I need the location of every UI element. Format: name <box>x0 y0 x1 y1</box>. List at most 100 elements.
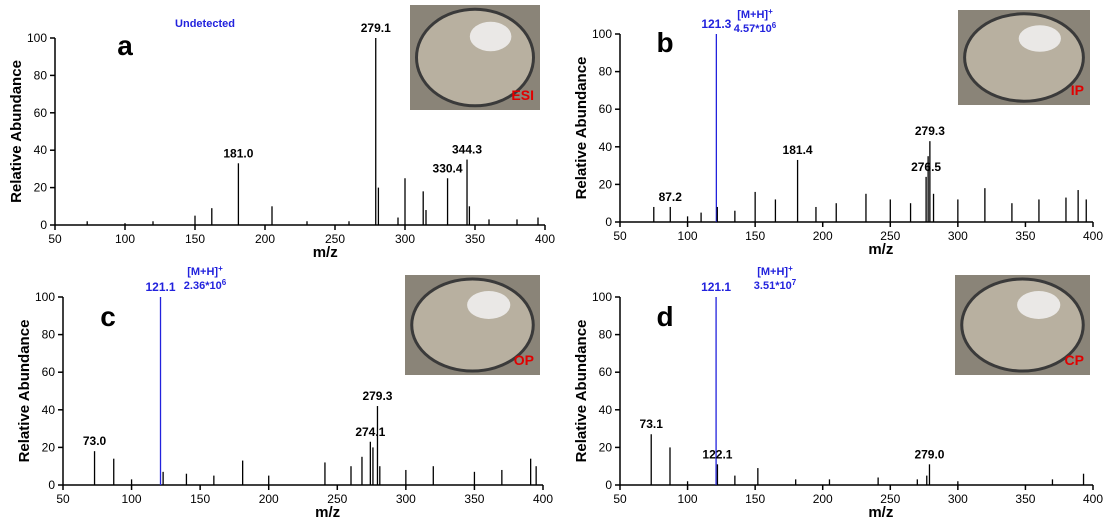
peak-label: 344.3 <box>452 143 482 157</box>
annotation-exponent: 6 <box>222 278 227 287</box>
x-tick-label: 100 <box>122 492 142 506</box>
y-tick-label: 0 <box>48 478 55 492</box>
inset-light <box>1018 25 1061 52</box>
y-tick-label: 0 <box>40 218 47 232</box>
panel: CP 0 20 40 60 80 100 50 100 150 200 250 300 350 400 m/z… <box>573 264 1103 521</box>
annotation-ion: [M+H] <box>757 266 788 278</box>
x-tick-label: 100 <box>678 229 698 243</box>
annotation: [M+H]+ <box>737 7 773 21</box>
x-tick-label: 150 <box>745 492 765 506</box>
x-tick-label: 400 <box>533 492 553 506</box>
y-tick-label: 100 <box>35 290 55 304</box>
x-tick-label: 350 <box>464 492 484 506</box>
y-axis-label: Relative Abundance <box>8 60 25 203</box>
inset-chamber <box>963 12 1085 103</box>
y-tick-label: 100 <box>592 290 612 304</box>
panel: ESI 0 20 40 60 80 100 50 100 150 200 250 300 350 400 m/… <box>8 5 555 261</box>
x-tick-label: 400 <box>535 232 555 246</box>
peak-label: 121.1 <box>145 280 175 294</box>
y-tick-label: 40 <box>34 143 48 157</box>
peak-label: 279.0 <box>914 447 944 461</box>
x-tick-label: 200 <box>255 232 275 246</box>
y-axis-label: Relative Abundance <box>573 320 590 463</box>
y-tick-label: 60 <box>599 102 613 116</box>
peak-label: 279.3 <box>362 389 392 403</box>
panel-letter: b <box>656 27 673 58</box>
y-axis-label: Relative Abundance <box>16 320 33 463</box>
annotation-intensity: 3.51*10 <box>754 280 792 292</box>
peak-label: 87.2 <box>659 190 683 204</box>
x-tick-label: 100 <box>678 492 698 506</box>
x-tick-label: 150 <box>185 232 205 246</box>
y-tick-label: 0 <box>605 215 612 229</box>
y-tick-label: 40 <box>42 403 56 417</box>
x-tick-label: 350 <box>1015 492 1035 506</box>
peak-label: 274.1 <box>355 425 385 439</box>
panel-letter: d <box>656 301 673 332</box>
x-tick-label: 300 <box>395 232 415 246</box>
x-tick-label: 200 <box>813 492 833 506</box>
x-tick-label: 150 <box>190 492 210 506</box>
x-tick-label: 350 <box>1015 229 1035 243</box>
annotation: Undetected <box>175 18 235 30</box>
x-tick-label: 50 <box>56 492 70 506</box>
x-tick-label: 150 <box>745 229 765 243</box>
peak-label: 279.1 <box>361 21 391 35</box>
annotation: 2.36*106 <box>184 278 227 292</box>
y-tick-label: 20 <box>599 440 613 454</box>
inset-label: ESI <box>511 87 534 103</box>
x-tick-label: 300 <box>948 229 968 243</box>
annotation-charge: + <box>788 264 793 273</box>
x-axis-label: m/z <box>313 244 338 261</box>
x-tick-label: 250 <box>327 492 347 506</box>
peak-label: 122.1 <box>702 447 732 461</box>
inset-label: OP <box>514 352 534 368</box>
y-tick-label: 60 <box>599 365 613 379</box>
y-tick-label: 40 <box>599 140 613 154</box>
inset-label: IP <box>1071 82 1084 98</box>
x-axis-label: m/z <box>868 241 893 258</box>
annotation: [M+H]+ <box>187 264 223 278</box>
annotation-intensity: 4.57*10 <box>734 23 772 35</box>
y-tick-label: 20 <box>599 177 613 191</box>
annotation-charge: + <box>768 7 773 16</box>
y-tick-label: 60 <box>34 106 48 120</box>
x-axis-label: m/z <box>868 504 893 521</box>
annotation-charge: + <box>218 264 223 273</box>
inset-light <box>1017 291 1061 319</box>
y-tick-label: 80 <box>599 65 613 79</box>
annotation-intensity: 2.36*10 <box>184 280 222 292</box>
y-tick-label: 0 <box>605 478 612 492</box>
x-tick-label: 50 <box>613 229 627 243</box>
x-tick-label: 300 <box>948 492 968 506</box>
peak-label: 73.1 <box>640 417 664 431</box>
panel: OP 0 20 40 60 80 100 50 100 150 200 250 300 350 400 m/z… <box>16 264 553 521</box>
x-tick-label: 400 <box>1083 492 1103 506</box>
peak-label: 121.1 <box>701 280 731 294</box>
peak-label: 279.3 <box>915 124 945 138</box>
peak-label: 181.4 <box>783 143 813 157</box>
x-tick-label: 250 <box>325 232 345 246</box>
peak-label: 276.5 <box>911 160 941 174</box>
annotation-exponent: 6 <box>772 21 777 30</box>
inset-label: CP <box>1065 352 1084 368</box>
peak-label: 330.4 <box>433 161 463 175</box>
annotation: [M+H]+ <box>757 264 793 278</box>
x-tick-label: 250 <box>880 229 900 243</box>
y-tick-label: 80 <box>599 328 613 342</box>
peak-label: 73.0 <box>83 434 107 448</box>
annotation-ion: [M+H] <box>187 266 218 278</box>
y-axis-label: Relative Abundance <box>573 57 590 200</box>
x-axis-label: m/z <box>315 504 340 521</box>
panel: IP 0 20 40 60 80 100 50 100 150 200 250 300 350 400 m/z… <box>573 7 1103 258</box>
x-tick-label: 300 <box>396 492 416 506</box>
x-tick-label: 100 <box>115 232 135 246</box>
x-tick-label: 350 <box>465 232 485 246</box>
y-tick-label: 60 <box>42 365 56 379</box>
x-tick-label: 50 <box>48 232 62 246</box>
y-tick-label: 100 <box>27 31 47 45</box>
panel-letter: a <box>117 30 133 61</box>
annotation-exponent: 7 <box>792 278 797 287</box>
y-tick-label: 80 <box>42 328 56 342</box>
